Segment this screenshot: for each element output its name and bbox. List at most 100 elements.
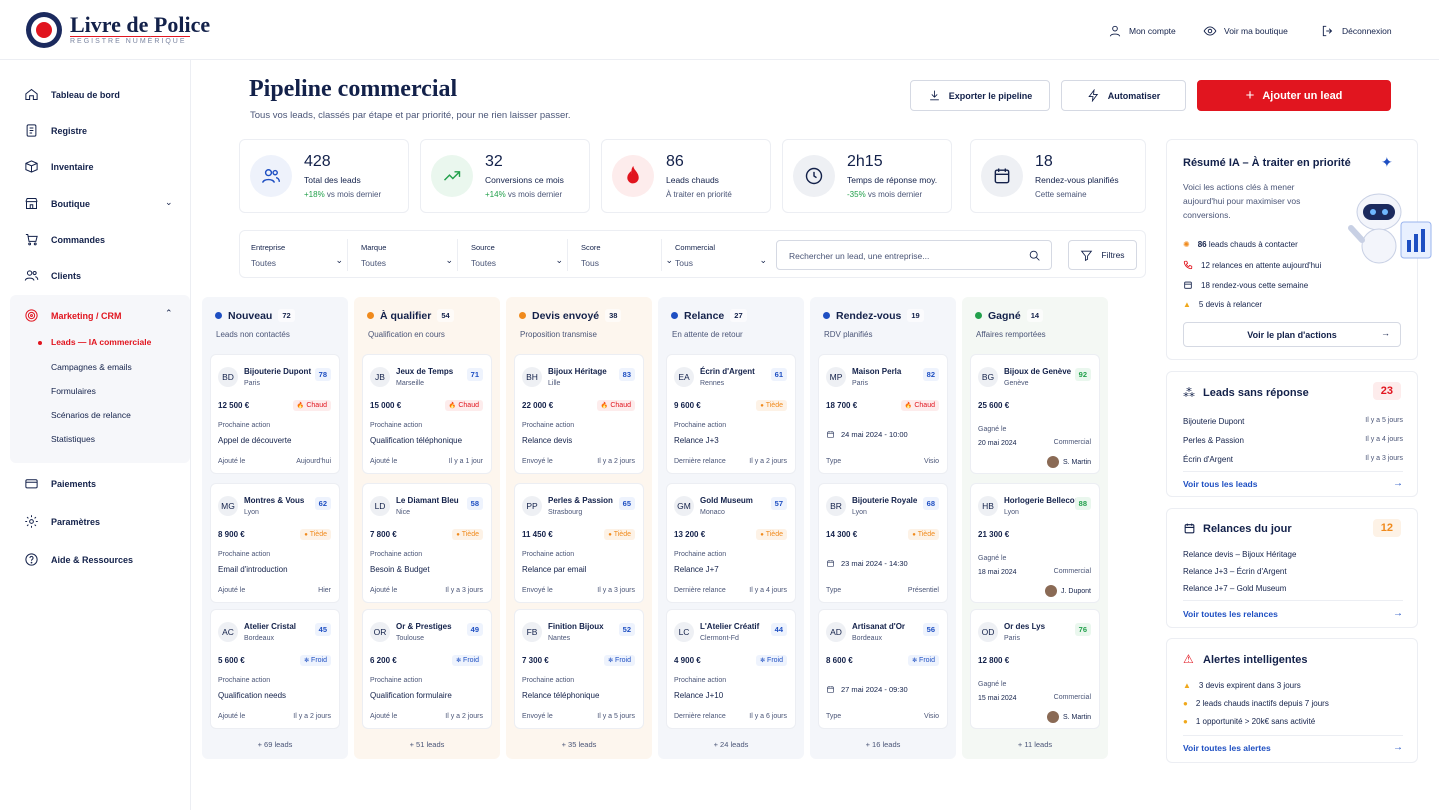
lead-card[interactable]: OR Or & Prestiges Toulouse 49 6 200 € ✻ F…: [362, 609, 492, 729]
column-header[interactable]: Nouveau 72: [215, 309, 295, 322]
export-pipeline-button[interactable]: Exporter le pipeline: [910, 80, 1050, 111]
more-leads-link[interactable]: + 24 leads: [713, 740, 749, 749]
subnav-forms[interactable]: Formulaires: [51, 386, 96, 396]
lead-card[interactable]: BH Bijoux Héritage Lille 83 22 000 € 🔥 Ch…: [514, 354, 644, 474]
filter-marque[interactable]: Marque Toutes ⌄: [361, 243, 457, 268]
score-badge: 52: [618, 623, 635, 636]
search-input[interactable]: Rechercher un lead, une entreprise...: [776, 240, 1052, 270]
sidebar-item-parametres[interactable]: Paramètres: [24, 514, 100, 529]
next-action-label: Prochaine action: [522, 677, 575, 684]
filter-entreprise[interactable]: Entreprise Toutes ⌄: [251, 243, 347, 268]
sidebar-item-paiements[interactable]: Paiements: [24, 476, 96, 491]
score-badge: 61: [770, 368, 787, 381]
lead-card[interactable]: PP Perles & Passion Strasbourg 65 11 450…: [514, 483, 644, 603]
chevron-down-icon: ⌄: [665, 255, 673, 265]
sidebar-item-boutique[interactable]: Boutique: [24, 196, 90, 211]
stat-note: À traiter en priorité: [666, 190, 732, 199]
lead-card[interactable]: MP Maison Perla Paris 82 18 700 € 🔥 Chaud…: [818, 354, 948, 474]
followup-row[interactable]: Relance J+3 – Écrin d'Argent: [1183, 567, 1287, 576]
subnav-campaigns[interactable]: Campagnes & emails: [51, 362, 132, 372]
temperature-icon: ●: [760, 532, 764, 538]
lead-card[interactable]: BG Bijoux de Genève Genève 92 25 600 € Ga…: [970, 354, 1100, 474]
divider: [1183, 600, 1403, 601]
subnav-scenarios[interactable]: Scénarios de relance: [51, 410, 131, 420]
no-reply-row[interactable]: Perles & Passion Il y a 4 jours: [1183, 436, 1403, 445]
chevron-up-icon[interactable]: ⌃: [165, 308, 173, 318]
lead-card[interactable]: JB Jeux de Temps Marseille 71 15 000 € 🔥 …: [362, 354, 492, 474]
add-lead-button[interactable]: + Ajouter un lead: [1197, 80, 1391, 111]
account-link[interactable]: Mon compte: [1108, 24, 1176, 38]
more-leads-link[interactable]: + 11 leads: [1017, 740, 1053, 749]
stat-note: Cette semaine: [1035, 190, 1087, 199]
filter-source[interactable]: Source Toutes ⌄: [471, 243, 567, 268]
sidebar-item-commandes[interactable]: Commandes: [24, 232, 105, 247]
filters-button[interactable]: Filtres: [1068, 240, 1137, 270]
filter-commercial[interactable]: Commercial Tous ⌄: [675, 243, 771, 268]
sidebar-item-dashboard[interactable]: Tableau de bord: [24, 87, 120, 102]
brand-divider: [70, 36, 190, 37]
column-header[interactable]: Devis envoyé 38: [519, 309, 622, 322]
column-header[interactable]: Relance 27: [671, 309, 747, 322]
avatar: LC: [674, 622, 694, 642]
lead-card[interactable]: AD Artisanat d'Or Bordeaux 56 8 600 € ✻ F…: [818, 609, 948, 729]
trend-up-icon: [431, 155, 473, 197]
sidebar-item-registre[interactable]: Registre: [24, 123, 87, 138]
alert-row[interactable]: ▲ 3 devis expirent dans 3 jours: [1183, 681, 1301, 690]
network-icon: ⁂: [1183, 386, 1195, 400]
followup-row[interactable]: Relance devis – Bijoux Héritage: [1183, 550, 1297, 559]
subnav-stats[interactable]: Statistiques: [51, 434, 95, 444]
sidebar-item-inventaire[interactable]: Inventaire: [24, 159, 94, 174]
avatar: EA: [674, 367, 694, 387]
lead-card[interactable]: AC Atelier Cristal Bordeaux 45 5 600 € ✻ …: [210, 609, 340, 729]
no-reply-row[interactable]: Bijouterie Dupont Il y a 5 jours: [1183, 417, 1403, 426]
filter-label: Commercial: [675, 243, 716, 252]
more-leads-link[interactable]: + 51 leads: [409, 740, 445, 749]
column-subtitle: Leads non contactés: [216, 330, 290, 339]
lead-card[interactable]: EA Écrin d'Argent Rennes 61 9 600 € ● Tiè…: [666, 354, 796, 474]
logout-link[interactable]: Déconnexion: [1321, 24, 1392, 38]
no-reply-row[interactable]: Écrin d'Argent Il y a 3 jours: [1183, 455, 1403, 464]
lead-card[interactable]: OD Or des Lys Paris 76 12 800 € Gagné le …: [970, 609, 1100, 729]
alert-row[interactable]: ● 2 leads chauds inactifs depuis 7 jours: [1183, 699, 1329, 708]
followup-row[interactable]: Relance J+7 – Gold Museum: [1183, 584, 1287, 593]
lead-card[interactable]: LD Le Diamant Bleu Nice 58 7 800 € ● Tièd…: [362, 483, 492, 603]
automate-button[interactable]: Automatiser: [1061, 80, 1186, 111]
lead-card[interactable]: BD Bijouterie Dupont Paris 78 12 500 € 🔥 …: [210, 354, 340, 474]
logo-icon[interactable]: [26, 12, 62, 48]
more-leads-link[interactable]: + 35 leads: [561, 740, 597, 749]
sidebar-item-clients[interactable]: Clients: [24, 268, 81, 283]
lead-card[interactable]: BR Bijouterie Royale Lyon 68 14 300 € ● T…: [818, 483, 948, 603]
lead-card[interactable]: LC L'Atelier Créatif Clermont-Fd 44 4 90…: [666, 609, 796, 729]
lead-city: Genève: [1004, 380, 1029, 387]
column-header[interactable]: À qualifier 54: [367, 309, 454, 322]
gear-icon: [25, 515, 38, 528]
filter-score[interactable]: Score Tous ⌄: [581, 243, 677, 268]
subnav-leads[interactable]: Leads — IA commerciale: [51, 337, 152, 347]
lead-card[interactable]: MG Montres & Vous Lyon 62 8 900 € ● Tiède…: [210, 483, 340, 603]
sidebar-item-marketing[interactable]: Marketing / CRM: [24, 308, 122, 323]
active-dot: [38, 341, 42, 345]
lead-city: Nantes: [548, 635, 571, 642]
sidebar-item-aide[interactable]: Aide & Ressources: [24, 552, 133, 567]
view-all-alerts-link[interactable]: Voir toutes les alertes →: [1183, 742, 1403, 753]
sidebar-item-label: Clients: [51, 270, 82, 281]
more-leads-link[interactable]: + 69 leads: [257, 740, 293, 749]
export-label: Exporter le pipeline: [948, 90, 1033, 101]
more-leads-link[interactable]: + 16 leads: [865, 740, 901, 749]
column-header[interactable]: Rendez-vous 19: [823, 309, 924, 322]
view-all-leads-link[interactable]: Voir tous les leads →: [1183, 478, 1403, 489]
view-all-followups-link[interactable]: Voir toutes les relances →: [1183, 608, 1403, 619]
added-label: Ajouté le: [370, 713, 398, 720]
lead-card[interactable]: HB Horlogerie Bellecour Lyon 88 21 300 €…: [970, 483, 1100, 603]
added-label: Dernière relance: [674, 713, 726, 720]
score-badge: 56: [922, 623, 939, 636]
lead-card[interactable]: FB Finition Bijoux Nantes 52 7 300 € ✻ Fr…: [514, 609, 644, 729]
action-plan-button[interactable]: Voir le plan d'actions →: [1183, 322, 1401, 347]
lead-card[interactable]: GM Gold Museum Monaco 57 13 200 € ● Tiède…: [666, 483, 796, 603]
lead-amount: 11 450 €: [522, 530, 553, 539]
brand-title[interactable]: Livre de Police: [70, 12, 211, 37]
alert-row[interactable]: ● 1 opportunité > 20k€ sans activité: [1183, 717, 1316, 726]
view-store-link[interactable]: Voir ma boutique: [1203, 24, 1288, 38]
column-header[interactable]: Gagné 14: [975, 309, 1044, 322]
chevron-down-icon[interactable]: ⌄: [165, 197, 173, 207]
